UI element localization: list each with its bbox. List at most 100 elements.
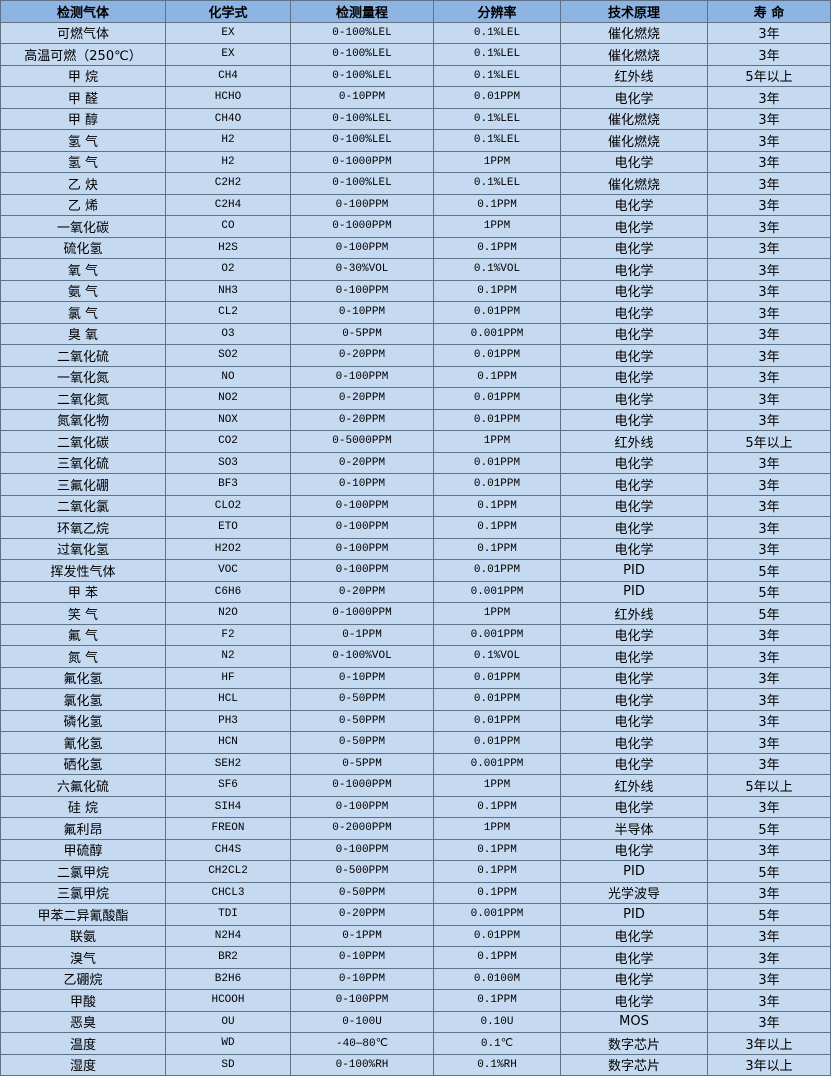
cell-gas: 三氯甲烷 — [0, 881, 166, 904]
table-row: 氯化氢 HCL 0-50PPM 0.01PPM 电化学 3年 — [0, 688, 831, 711]
cell-lifespan: 3年 — [707, 537, 831, 560]
cell-lifespan: 3年 — [707, 881, 831, 904]
cell-resolution: 0.001PPM — [433, 752, 561, 775]
cell-gas: 氧 气 — [0, 258, 166, 281]
cell-lifespan: 3年 — [707, 193, 831, 216]
cell-gas: 笑 气 — [0, 602, 166, 625]
cell-range: 0-2000PPM — [290, 817, 434, 840]
cell-gas: 甲 苯 — [0, 580, 166, 603]
cell-formula: NH3 — [165, 279, 291, 302]
table-row: 高温可燃（250℃） EX 0-100%LEL 0.1%LEL 催化燃烧 3年 — [0, 43, 831, 66]
table-row: 甲 醇 CH4O 0-100%LEL 0.1%LEL 催化燃烧 3年 — [0, 107, 831, 130]
cell-lifespan: 5年 — [707, 903, 831, 926]
cell-principle: MOS — [560, 1010, 708, 1033]
cell-range: 0-5000PPM — [290, 430, 434, 453]
cell-lifespan: 3年 — [707, 451, 831, 474]
cell-resolution: 1PPM — [433, 215, 561, 238]
cell-resolution: 0.1PPM — [433, 279, 561, 302]
cell-gas: 甲 醛 — [0, 86, 166, 109]
cell-formula: SD — [165, 1053, 291, 1076]
cell-lifespan: 3年 — [707, 967, 831, 990]
cell-principle: 电化学 — [560, 666, 708, 689]
cell-range: -40—80℃ — [290, 1032, 434, 1055]
cell-principle: 电化学 — [560, 473, 708, 496]
table-body: 可燃气体 EX 0-100%LEL 0.1%LEL 催化燃烧 3年 高温可燃（250℃） EX… — [0, 21, 831, 1076]
cell-range: 0-10PPM — [290, 666, 434, 689]
cell-principle: 电化学 — [560, 967, 708, 990]
cell-gas: 氟利昂 — [0, 817, 166, 840]
table-row: 乙 烯 C2H4 0-100PPM 0.1PPM 电化学 3年 — [0, 193, 831, 216]
cell-range: 0-50PPM — [290, 731, 434, 754]
cell-lifespan: 3年 — [707, 129, 831, 152]
cell-range: 0-1000PPM — [290, 774, 434, 797]
cell-lifespan: 3年 — [707, 1010, 831, 1033]
cell-gas: 联氨 — [0, 924, 166, 947]
cell-range: 0-20PPM — [290, 344, 434, 367]
cell-gas: 二氧化氮 — [0, 387, 166, 410]
cell-formula: CH2CL2 — [165, 860, 291, 883]
cell-principle: 电化学 — [560, 795, 708, 818]
cell-resolution: 0.1℃ — [433, 1032, 561, 1055]
cell-principle: 电化学 — [560, 946, 708, 969]
cell-resolution: 0.01PPM — [433, 387, 561, 410]
cell-formula: B2H6 — [165, 967, 291, 990]
cell-principle: 电化学 — [560, 451, 708, 474]
table-row: 氨 气 NH3 0-100PPM 0.1PPM 电化学 3年 — [0, 279, 831, 302]
cell-formula: EX — [165, 43, 291, 66]
table-row: 一氧化氮 NO 0-100PPM 0.1PPM 电化学 3年 — [0, 365, 831, 388]
cell-formula: HCOOH — [165, 989, 291, 1012]
cell-formula: C2H4 — [165, 193, 291, 216]
cell-lifespan: 5年 — [707, 580, 831, 603]
cell-formula: H2O2 — [165, 537, 291, 560]
cell-formula: SIH4 — [165, 795, 291, 818]
cell-principle: 电化学 — [560, 924, 708, 947]
cell-gas: 甲 醇 — [0, 107, 166, 130]
table-row: 笑 气 N2O 0-1000PPM 1PPM 红外线 5年 — [0, 602, 831, 625]
cell-principle: 电化学 — [560, 236, 708, 259]
cell-formula: H2 — [165, 150, 291, 173]
cell-formula: CL2 — [165, 301, 291, 324]
cell-formula: WD — [165, 1032, 291, 1055]
cell-formula: N2O — [165, 602, 291, 625]
cell-lifespan: 3年 — [707, 946, 831, 969]
cell-gas: 磷化氢 — [0, 709, 166, 732]
cell-gas: 硒化氢 — [0, 752, 166, 775]
cell-principle: 电化学 — [560, 387, 708, 410]
cell-gas: 氮 气 — [0, 645, 166, 668]
table-row: 三氟化硼 BF3 0-10PPM 0.01PPM 电化学 3年 — [0, 473, 831, 496]
cell-range: 0-100%LEL — [290, 129, 434, 152]
cell-gas: 一氧化氮 — [0, 365, 166, 388]
cell-range: 0-100PPM — [290, 494, 434, 517]
cell-resolution: 1PPM — [433, 817, 561, 840]
cell-principle: 电化学 — [560, 150, 708, 173]
cell-range: 0-100PPM — [290, 279, 434, 302]
cell-gas: 六氟化硫 — [0, 774, 166, 797]
cell-gas: 乙 烯 — [0, 193, 166, 216]
cell-gas: 氟 气 — [0, 623, 166, 646]
cell-resolution: 0.001PPM — [433, 322, 561, 345]
cell-lifespan: 3年 — [707, 215, 831, 238]
header-principle: 技术原理 — [560, 0, 708, 23]
table-row: 湿度 SD 0-100%RH 0.1%RH 数字芯片 3年以上 — [0, 1053, 831, 1076]
cell-resolution: 0.1%VOL — [433, 258, 561, 281]
header-gas: 检测气体 — [0, 0, 166, 23]
cell-formula: TDI — [165, 903, 291, 926]
cell-lifespan: 5年以上 — [707, 774, 831, 797]
cell-gas: 湿度 — [0, 1053, 166, 1076]
cell-lifespan: 3年 — [707, 623, 831, 646]
cell-resolution: 0.10U — [433, 1010, 561, 1033]
cell-principle: 电化学 — [560, 645, 708, 668]
cell-lifespan: 3年 — [707, 344, 831, 367]
cell-lifespan: 3年 — [707, 172, 831, 195]
cell-formula: SEH2 — [165, 752, 291, 775]
table-row: 甲苯二异氰酸酯 TDI 0-20PPM 0.001PPM PID 5年 — [0, 903, 831, 926]
cell-range: 0-20PPM — [290, 580, 434, 603]
table-row: 甲酸 HCOOH 0-100PPM 0.1PPM 电化学 3年 — [0, 989, 831, 1012]
table-row: 二氯甲烷 CH2CL2 0-500PPM 0.1PPM PID 5年 — [0, 860, 831, 883]
cell-lifespan: 3年 — [707, 301, 831, 324]
cell-formula: FREON — [165, 817, 291, 840]
cell-resolution: 1PPM — [433, 150, 561, 173]
cell-gas: 可燃气体 — [0, 21, 166, 44]
table-row: 氰化氢 HCN 0-50PPM 0.01PPM 电化学 3年 — [0, 731, 831, 754]
cell-formula: H2 — [165, 129, 291, 152]
